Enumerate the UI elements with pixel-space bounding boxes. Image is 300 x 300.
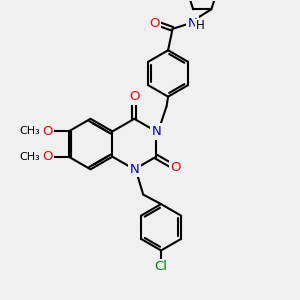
Text: O: O — [42, 125, 52, 138]
Text: CH₃: CH₃ — [20, 152, 40, 162]
Text: O: O — [129, 90, 140, 103]
Text: H: H — [196, 20, 205, 32]
Text: N: N — [129, 163, 139, 176]
Text: O: O — [170, 161, 181, 174]
Text: Cl: Cl — [154, 260, 168, 273]
Text: CH₃: CH₃ — [20, 126, 40, 136]
Text: O: O — [42, 150, 52, 163]
Text: O: O — [149, 17, 159, 30]
Text: N: N — [151, 125, 161, 138]
Text: N: N — [187, 17, 197, 30]
